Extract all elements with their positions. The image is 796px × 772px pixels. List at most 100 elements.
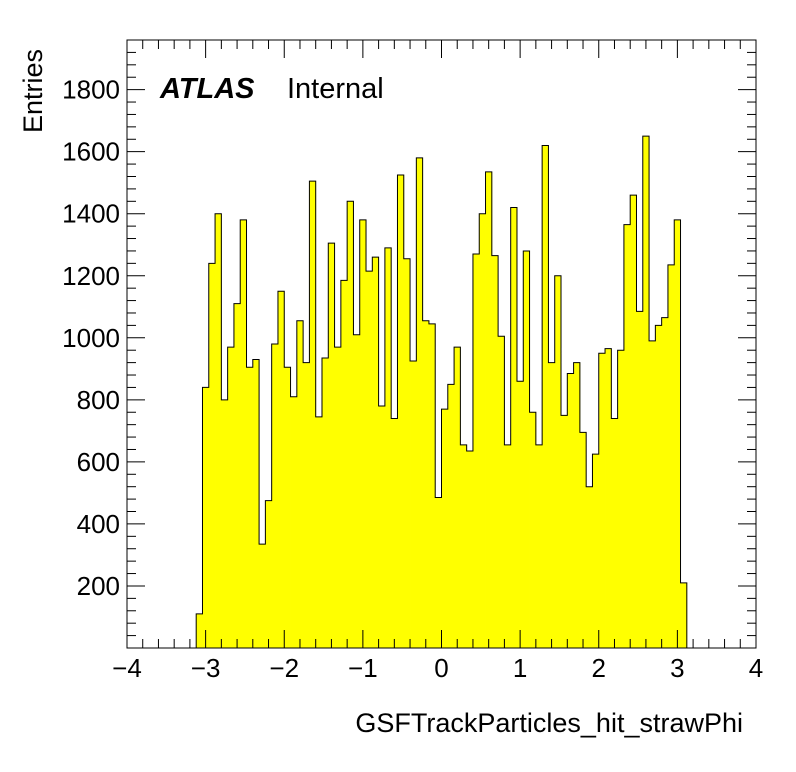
histogram-bar bbox=[548, 362, 556, 648]
histogram-bar bbox=[567, 373, 574, 648]
histogram-bar bbox=[378, 406, 386, 648]
x-tick-label: 0 bbox=[434, 653, 448, 683]
histogram-bar bbox=[215, 213, 222, 648]
histogram-bar bbox=[334, 347, 342, 648]
histogram-bar bbox=[403, 258, 411, 648]
histogram-bar bbox=[561, 415, 568, 648]
y-tick-label: 1400 bbox=[62, 199, 120, 229]
x-tick-label: 4 bbox=[749, 653, 763, 683]
x-tick-label: −3 bbox=[191, 653, 221, 683]
y-tick-label: 200 bbox=[77, 571, 120, 601]
histogram-bar bbox=[623, 224, 631, 649]
histogram-bar bbox=[523, 250, 530, 648]
histogram-bar bbox=[485, 171, 493, 648]
histogram-bar bbox=[303, 362, 310, 648]
x-axis-label: GSFTrackParticles_hit_strawPhi bbox=[355, 708, 743, 738]
histogram-bar bbox=[491, 255, 499, 648]
y-tick-label: 800 bbox=[77, 385, 120, 415]
histogram-bar bbox=[680, 582, 688, 648]
histogram-bar bbox=[649, 340, 656, 648]
histogram-bar bbox=[516, 381, 524, 648]
histogram-bar bbox=[321, 357, 329, 648]
histogram-bar bbox=[366, 271, 373, 648]
histogram-bar bbox=[353, 334, 361, 648]
histogram-bar bbox=[460, 444, 468, 648]
y-tick-label: 1800 bbox=[62, 75, 120, 105]
x-tick-labels: −4 −3 −2 −1 0 1 2 3 4 bbox=[112, 653, 763, 683]
y-tick-label: 1600 bbox=[62, 137, 120, 167]
histogram-bar bbox=[498, 336, 505, 648]
histogram-bar bbox=[240, 219, 247, 648]
histogram-bar bbox=[611, 418, 619, 648]
x-tick-label: 2 bbox=[592, 653, 606, 683]
histogram-bar bbox=[573, 362, 581, 648]
histogram-bar bbox=[284, 367, 291, 648]
histogram-bar bbox=[277, 291, 285, 648]
histogram-bar bbox=[359, 219, 367, 648]
histogram-bar bbox=[435, 497, 442, 648]
x-tick-label: 3 bbox=[670, 653, 684, 683]
histogram-bar bbox=[227, 347, 235, 648]
histogram-bar bbox=[397, 174, 405, 648]
histogram-bar bbox=[252, 359, 260, 648]
y-tick-label: 400 bbox=[77, 509, 120, 539]
histogram-bar bbox=[208, 263, 216, 648]
histogram-bar bbox=[422, 320, 430, 648]
y-tick-label: 600 bbox=[77, 447, 120, 477]
x-tick-label: −1 bbox=[348, 653, 378, 683]
histogram-bar bbox=[592, 454, 600, 648]
y-axis-label: Entries bbox=[18, 49, 48, 133]
histogram-bar bbox=[441, 409, 449, 648]
histogram-bar bbox=[259, 544, 266, 648]
histogram-bar bbox=[586, 486, 593, 648]
histogram-bar bbox=[579, 432, 587, 648]
internal-label: Internal bbox=[287, 73, 384, 105]
histogram-bar bbox=[340, 280, 348, 648]
histogram-bar bbox=[347, 201, 354, 648]
axis-ticks bbox=[126, 39, 757, 648]
histogram-bar bbox=[428, 323, 436, 648]
histogram-bar bbox=[372, 257, 379, 648]
histogram-bar bbox=[605, 348, 612, 648]
histogram-bar bbox=[466, 451, 474, 648]
histogram-bar bbox=[454, 347, 461, 648]
atlas-label: ATLAS bbox=[159, 73, 255, 105]
histogram-bar bbox=[233, 303, 241, 648]
histogram-outline bbox=[127, 135, 756, 649]
histogram-bar bbox=[271, 344, 279, 648]
histogram-bar bbox=[416, 157, 424, 648]
histogram-bar bbox=[265, 500, 273, 648]
histogram-bar bbox=[510, 207, 518, 649]
histogram-bar bbox=[642, 136, 650, 648]
histogram-bar bbox=[504, 444, 512, 648]
histogram-bar bbox=[221, 399, 229, 648]
x-tick-label: 1 bbox=[513, 653, 527, 683]
histogram-bar bbox=[630, 195, 637, 648]
histogram-bar bbox=[315, 416, 323, 648]
y-tick-label: 1200 bbox=[62, 261, 120, 291]
histogram-bar bbox=[290, 396, 298, 648]
histogram-bar bbox=[328, 243, 335, 649]
y-tick-label: 1000 bbox=[62, 323, 120, 353]
histogram-bar bbox=[472, 254, 480, 648]
histogram-bar bbox=[410, 361, 417, 648]
histogram-bar bbox=[542, 145, 549, 648]
histogram-bar bbox=[674, 219, 681, 648]
histogram-bar bbox=[447, 384, 455, 648]
histogram-bar bbox=[529, 412, 537, 648]
histogram-bar bbox=[554, 275, 562, 648]
histogram-bar bbox=[309, 181, 317, 648]
histogram-bar bbox=[667, 264, 675, 648]
histogram-bar bbox=[196, 613, 203, 648]
histogram-bar bbox=[655, 325, 663, 648]
histogram-bar bbox=[246, 367, 254, 648]
histogram-bar bbox=[479, 213, 486, 648]
histogram-bar bbox=[661, 317, 669, 648]
histogram-bar bbox=[636, 311, 644, 648]
histogram-bar bbox=[617, 350, 625, 648]
histogram-bar bbox=[391, 418, 398, 648]
histogram-bar bbox=[296, 320, 304, 648]
histogram-bar bbox=[202, 387, 210, 648]
histogram-bars bbox=[196, 136, 688, 649]
